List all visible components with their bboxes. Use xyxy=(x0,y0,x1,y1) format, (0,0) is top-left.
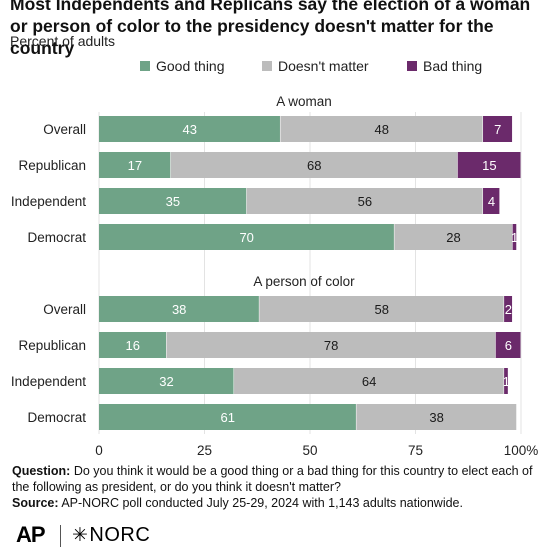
category-label: Democrat xyxy=(27,230,86,245)
question-label: Question: xyxy=(12,464,71,478)
data-label: 70 xyxy=(239,230,253,245)
bar-segment xyxy=(495,332,521,358)
bar-segment xyxy=(99,296,259,322)
bar-segment xyxy=(166,332,496,358)
data-label: 15 xyxy=(482,158,496,173)
legend-item-good: Good thing xyxy=(140,58,225,74)
data-label: 78 xyxy=(324,338,338,353)
data-label: 17 xyxy=(128,158,142,173)
bar-segment xyxy=(512,224,517,250)
legend-label-doesnt-matter: Doesn't matter xyxy=(278,58,369,74)
data-label: 16 xyxy=(126,338,140,353)
data-label: 56 xyxy=(358,194,372,209)
source-text: AP-NORC poll conducted July 25-29, 2024 … xyxy=(61,496,463,510)
bar-segment xyxy=(246,188,483,214)
asterisk-icon: ✳ xyxy=(72,525,89,546)
panel-title: A woman xyxy=(276,94,332,109)
bar-segment xyxy=(170,152,458,178)
x-tick-label: 75 xyxy=(408,443,423,458)
x-tick-label: 0 xyxy=(95,443,103,458)
bar-segment xyxy=(99,404,356,430)
bar-segment xyxy=(504,368,508,394)
data-label: 4 xyxy=(488,194,495,209)
bar-segment xyxy=(234,368,504,394)
bar-segment xyxy=(483,188,500,214)
bar-segment xyxy=(483,116,513,142)
bar-segment xyxy=(99,152,171,178)
category-label: Overall xyxy=(43,122,86,137)
data-label: 28 xyxy=(446,230,460,245)
data-label: 38 xyxy=(172,302,186,317)
legend-swatch-doesnt-matter xyxy=(262,61,272,71)
category-label: Republican xyxy=(18,338,86,353)
norc-logo: ✳NORC xyxy=(72,524,150,547)
bar-segment xyxy=(259,296,504,322)
data-label: 1 xyxy=(511,230,518,245)
chart-subtitle: Percent of adults xyxy=(10,33,116,49)
data-label: 68 xyxy=(307,158,321,173)
category-label: Republican xyxy=(18,158,86,173)
x-tick-label: 100% xyxy=(504,443,539,458)
data-label: 35 xyxy=(166,194,180,209)
norc-logo-text: NORC xyxy=(89,524,151,546)
data-label: 58 xyxy=(375,302,389,317)
data-label: 7 xyxy=(494,122,501,137)
bar-segment xyxy=(99,368,234,394)
bar-segment xyxy=(99,188,247,214)
data-label: 2 xyxy=(505,302,512,317)
x-tick-label: 25 xyxy=(197,443,212,458)
x-tick-label: 50 xyxy=(302,443,317,458)
bar-segment xyxy=(394,224,513,250)
data-label: 61 xyxy=(220,410,234,425)
bar-segment xyxy=(504,296,513,322)
question-note: Question: Do you think it would be a goo… xyxy=(12,463,542,495)
data-label: 32 xyxy=(159,374,173,389)
legend: Good thing Doesn't matter Bad thing xyxy=(0,58,550,78)
legend-item-doesnt-matter: Doesn't matter xyxy=(262,58,369,74)
legend-label-bad: Bad thing xyxy=(423,58,483,74)
legend-item-bad: Bad thing xyxy=(407,58,482,74)
data-label: 1 xyxy=(503,374,510,389)
data-label: 48 xyxy=(375,122,389,137)
bar-segment xyxy=(99,332,167,358)
category-label: Independent xyxy=(11,194,86,209)
data-label: 43 xyxy=(182,122,196,137)
logo-divider xyxy=(60,525,61,547)
source-note: Source: AP-NORC poll conducted July 25-2… xyxy=(12,495,542,511)
category-label: Democrat xyxy=(27,410,86,425)
chart-title: Most Independents and Replicans say the … xyxy=(10,0,531,58)
bar-segment xyxy=(457,152,521,178)
bar-segment xyxy=(99,116,280,142)
data-label: 6 xyxy=(505,338,512,353)
legend-label-good: Good thing xyxy=(156,58,225,74)
legend-swatch-bad xyxy=(407,61,417,71)
category-label: Overall xyxy=(43,302,86,317)
category-label: Independent xyxy=(11,374,86,389)
stacked-bar-chart: A woman Overall 43 48 7 Republican 17 68 15 Indep… xyxy=(11,94,539,458)
source-label: Source: xyxy=(12,496,59,510)
bar-segment xyxy=(99,224,394,250)
bar-segment xyxy=(356,404,517,430)
ap-logo: AP xyxy=(16,522,46,547)
data-label: 64 xyxy=(362,374,376,389)
panel-title: A person of color xyxy=(253,274,355,289)
legend-swatch-good xyxy=(140,61,150,71)
footer-notes: Question: Do you think it would be a goo… xyxy=(12,463,542,511)
data-label: 38 xyxy=(429,410,443,425)
bar-segment xyxy=(280,116,483,142)
question-text: Do you think it would be a good thing or… xyxy=(12,464,533,494)
